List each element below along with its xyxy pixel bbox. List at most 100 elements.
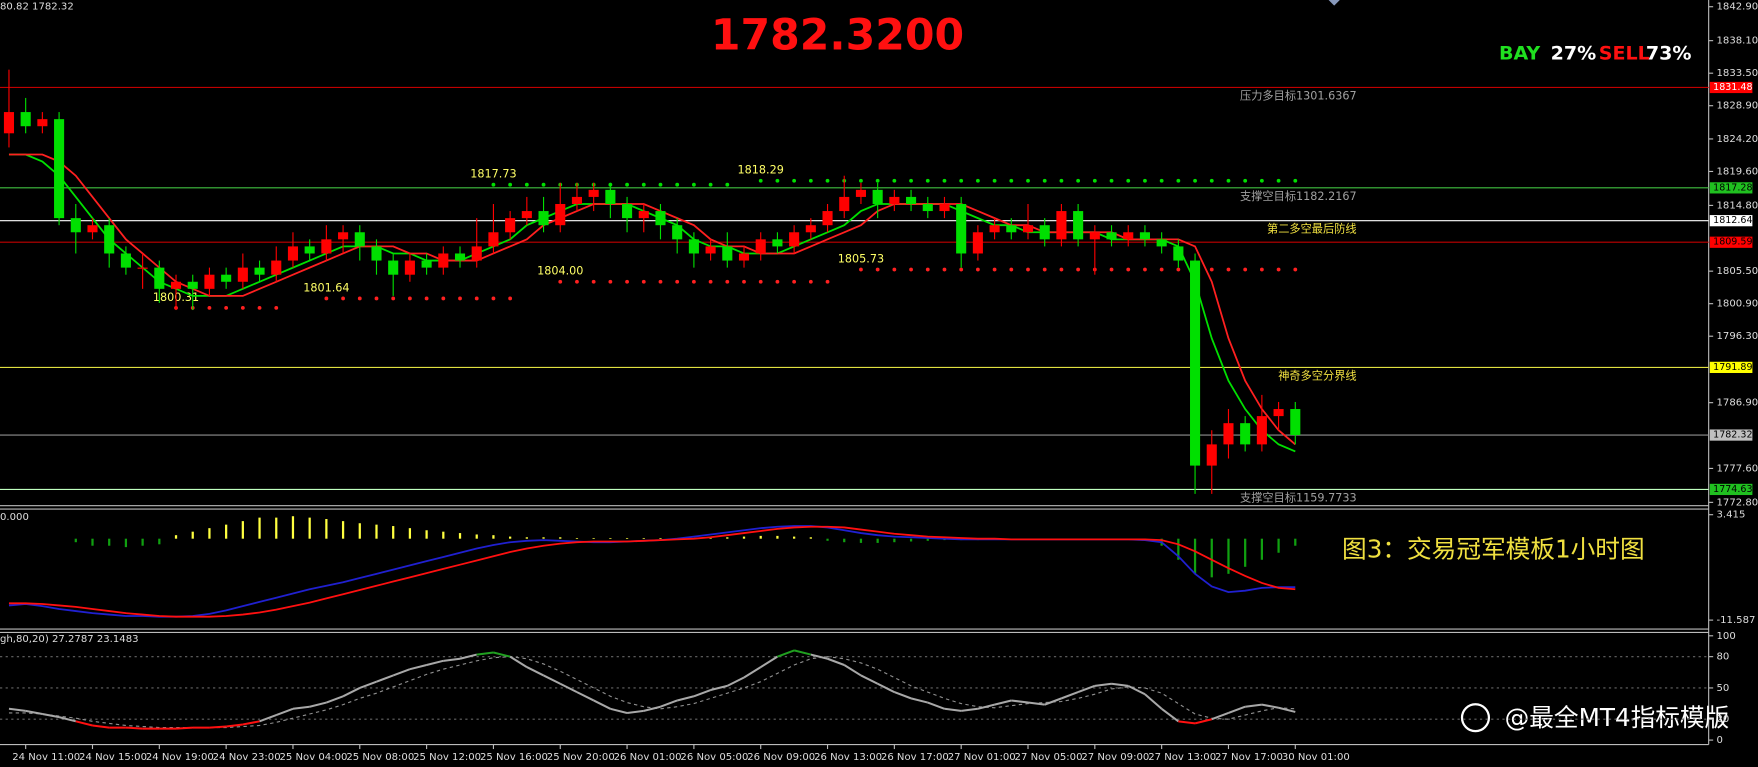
- stoch-segment: [793, 649, 812, 656]
- histogram-bar: [525, 537, 528, 539]
- candle-body: [555, 203, 566, 226]
- histogram-bar: [475, 534, 478, 539]
- x-tick-label: 27 Nov 13:00: [1148, 752, 1216, 763]
- histogram-bar: [225, 524, 228, 539]
- candle-body: [638, 211, 649, 219]
- histogram-bar: [759, 535, 762, 539]
- price-label: 1774.63: [1713, 484, 1752, 495]
- caption: 图3：交易冠军模板1小时图: [1342, 535, 1645, 564]
- candle-body: [755, 239, 766, 254]
- y-tick-label: 50: [1717, 683, 1730, 694]
- candle-body: [588, 189, 599, 197]
- candle-body: [1073, 211, 1084, 240]
- histogram-bar: [358, 523, 361, 539]
- histogram-bar: [909, 538, 913, 542]
- candle-body: [822, 211, 833, 226]
- histogram-bar: [91, 538, 94, 546]
- price-label: 1817.28: [1713, 182, 1752, 193]
- stoch-segment: [1194, 718, 1213, 725]
- candle-body: [1290, 409, 1301, 436]
- stoch-segment: [409, 664, 427, 671]
- stoch-segment: [593, 699, 611, 710]
- stoch-segment: [309, 701, 327, 708]
- candle-body: [1056, 211, 1067, 240]
- candle-body: [338, 232, 349, 240]
- stoch-segment: [326, 695, 344, 704]
- stoch-segment: [894, 691, 912, 700]
- histogram-bar: [893, 538, 896, 543]
- stoch-segment: [75, 720, 93, 727]
- histogram-bar: [341, 521, 345, 539]
- stoch-segment: [342, 687, 361, 698]
- candle-body: [521, 211, 532, 219]
- stoch-segment: [710, 684, 728, 692]
- candle-body: [254, 267, 265, 275]
- histogram-bar: [492, 535, 495, 539]
- y-tick-label: 100: [1717, 631, 1736, 642]
- stoch-segment: [1077, 684, 1096, 694]
- x-tick-label: 25 Nov 04:00: [280, 752, 348, 763]
- y-tick-label: 1777.60: [1717, 463, 1758, 474]
- candle-body: [54, 119, 65, 219]
- x-tick-label: 24 Nov 19:00: [146, 752, 214, 763]
- marker-icon: [1328, 0, 1340, 6]
- stoch-segment: [743, 666, 762, 679]
- stoch-segment: [392, 668, 411, 677]
- stoch-segment: [543, 674, 561, 685]
- stoch-segment: [209, 725, 227, 729]
- price-header: 80.82 1782.32: [0, 2, 74, 13]
- level-annotation: 1801.64: [303, 281, 349, 294]
- candle-body: [1273, 409, 1284, 417]
- histogram-bar: [625, 537, 629, 539]
- candle-body: [839, 196, 850, 212]
- histogram-bar: [392, 526, 395, 539]
- stoch-segment: [643, 705, 661, 712]
- histogram-bar: [124, 538, 128, 548]
- stoch-segment: [242, 720, 260, 726]
- price-label: 1812.64: [1713, 215, 1752, 226]
- histogram-bar: [1277, 538, 1280, 553]
- price-label: 1791.89: [1713, 362, 1752, 373]
- histogram-bar: [174, 535, 178, 539]
- candle-body: [1173, 246, 1184, 261]
- stoch-segment: [426, 659, 444, 666]
- candle-body: [655, 211, 666, 226]
- level-text: 压力多目标1301.6367: [1240, 88, 1357, 102]
- level-text: 第二多空最后防线: [1267, 222, 1357, 236]
- x-tick-label: 26 Nov 17:00: [881, 752, 949, 763]
- candle-body: [170, 281, 182, 289]
- histogram-bar: [742, 536, 746, 539]
- stoch-segment: [259, 714, 277, 723]
- stoch-segment: [576, 691, 595, 702]
- stoch-segment: [944, 707, 962, 712]
- candle-body: [404, 260, 415, 275]
- price-label-box: [1709, 182, 1753, 194]
- watermark: @最全MT4指标模版: [1505, 703, 1730, 732]
- candle-body: [154, 267, 165, 289]
- histogram-bar: [843, 538, 846, 543]
- histogram-bar: [258, 517, 261, 539]
- stoch-segment: [226, 723, 243, 728]
- histogram-bar: [559, 537, 562, 539]
- stoch-segment: [877, 682, 895, 694]
- histogram-bar: [208, 528, 211, 539]
- candle-body: [321, 239, 332, 254]
- histogram-bar: [709, 537, 712, 539]
- histogram-bar: [291, 516, 295, 539]
- histogram-bar: [458, 533, 462, 539]
- y-tick-label: 1819.60: [1717, 166, 1758, 177]
- candle-body: [1190, 260, 1201, 466]
- y-tick-label: 80: [1717, 652, 1730, 663]
- candle-body: [237, 267, 248, 282]
- candle-body: [471, 246, 482, 261]
- candle-body: [505, 218, 516, 233]
- y-tick-label: 1796.30: [1717, 331, 1758, 342]
- macd-header: 0.000: [0, 512, 29, 523]
- y-tick-label: 3.415: [1717, 510, 1746, 521]
- x-tick-label: 24 Nov 23:00: [213, 752, 281, 763]
- histogram-bar: [659, 537, 662, 539]
- histogram-bar: [408, 528, 412, 539]
- stoch-segment: [1061, 691, 1079, 700]
- x-tick-label: 25 Nov 12:00: [413, 752, 481, 763]
- x-tick-label: 27 Nov 17:00: [1215, 752, 1283, 763]
